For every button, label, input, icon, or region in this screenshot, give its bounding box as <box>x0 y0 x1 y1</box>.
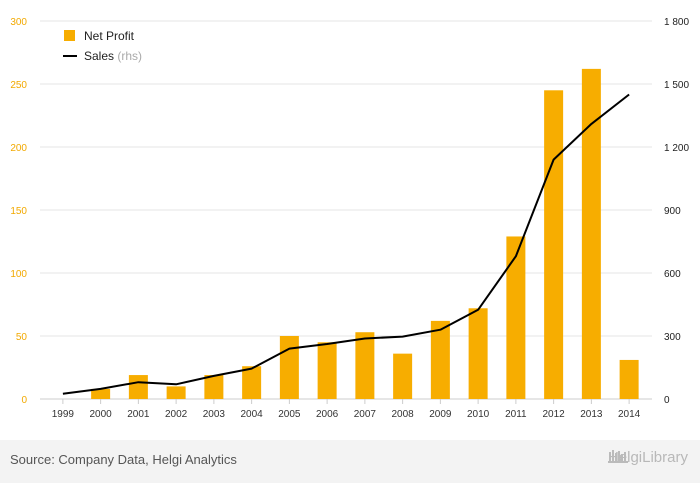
bar-net-profit <box>242 366 262 399</box>
right-axis-tick-label: 1 200 <box>664 143 689 154</box>
x-axis-tick-label: 2002 <box>165 409 188 420</box>
x-axis-tick-label: 2009 <box>429 409 452 420</box>
left-axis-tick-label: 150 <box>10 206 27 217</box>
library-icon <box>607 450 628 463</box>
right-axis-tick-label: 900 <box>664 206 681 217</box>
x-axis-tick-label: 2001 <box>127 409 150 420</box>
x-axis-tick-label: 1999 <box>52 409 75 420</box>
right-axis-tick-label: 300 <box>664 332 681 343</box>
x-axis-tick-label: 2004 <box>241 409 264 420</box>
bar-net-profit <box>468 308 488 399</box>
x-axis-tick-label: 2000 <box>90 409 113 420</box>
bar-net-profit <box>279 336 299 399</box>
line-sales <box>62 93 630 395</box>
right-axis-tick-label: 0 <box>664 395 670 406</box>
right-axis-tick-label: 1 800 <box>664 17 689 28</box>
footer: Source: Company Data, Helgi Analytics He… <box>0 440 700 483</box>
bar-net-profit <box>619 359 639 399</box>
bar-net-profit <box>544 90 564 400</box>
x-axis-tick-label: 2003 <box>203 409 226 420</box>
legend-swatch-net-profit <box>64 30 75 41</box>
bar-net-profit <box>204 375 224 399</box>
x-axis-tick-label: 2008 <box>392 409 415 420</box>
bar-net-profit <box>355 332 375 399</box>
left-axis-tick-label: 50 <box>16 332 28 343</box>
legend-label-sales-suffix: (rhs) <box>117 49 142 63</box>
x-axis-tick-label: 2013 <box>580 409 603 420</box>
bar-net-profit <box>506 236 526 399</box>
x-axis-tick-label: 2012 <box>543 409 566 420</box>
x-axis-tick-label: 2014 <box>618 409 641 420</box>
left-axis-tick-label: 250 <box>10 80 27 91</box>
bar-net-profit <box>317 342 337 399</box>
left-axis-tick-label: 0 <box>21 395 27 406</box>
bar-net-profit <box>166 386 186 399</box>
bar-net-profit <box>393 353 413 399</box>
brand-logo[interactable]: HelgiLibrary <box>607 449 688 466</box>
bar-net-profit <box>91 388 111 399</box>
right-axis-tick-label: 600 <box>664 269 681 280</box>
left-axis-tick-label: 100 <box>10 269 27 280</box>
legend-label-sales: Sales (rhs) <box>84 49 142 63</box>
x-axis-tick-label: 2006 <box>316 409 339 420</box>
x-axis-tick-label: 2005 <box>278 409 301 420</box>
legend-label-net-profit: Net Profit <box>84 29 135 43</box>
left-axis-tick-label: 200 <box>10 143 27 154</box>
bar-net-profit <box>581 68 601 399</box>
brand-name: HelgiLibrary <box>607 449 688 466</box>
x-axis-tick-label: 2011 <box>505 409 527 420</box>
bar-net-profit <box>128 375 148 399</box>
x-axis-tick-label: 2010 <box>467 409 490 420</box>
bar-net-profit <box>430 320 450 399</box>
left-axis-tick-label: 300 <box>10 17 27 28</box>
right-axis-tick-label: 1 500 <box>664 80 689 91</box>
source-note: Source: Company Data, Helgi Analytics <box>10 452 237 467</box>
x-axis-tick-label: 2007 <box>354 409 377 420</box>
